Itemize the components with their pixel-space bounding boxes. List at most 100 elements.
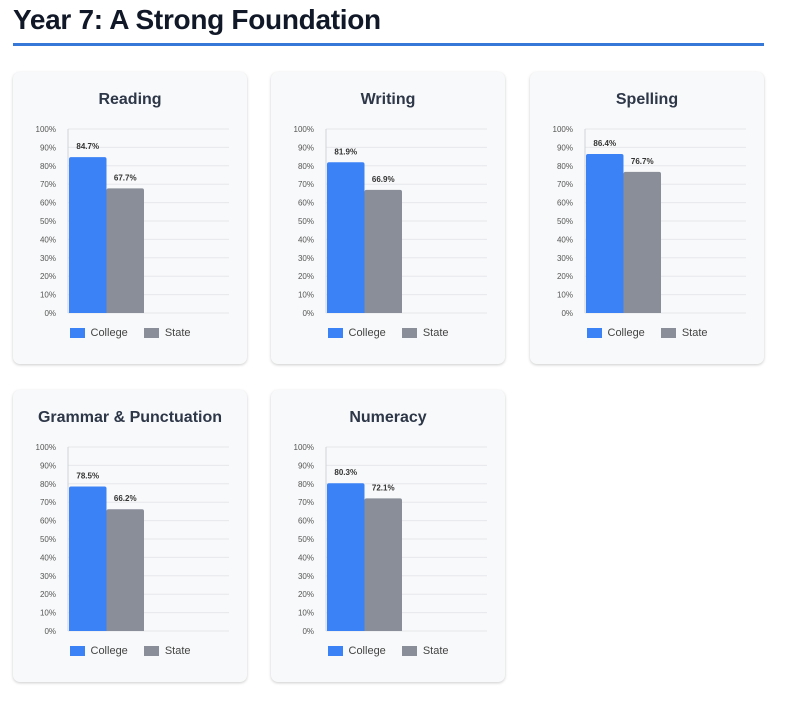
- legend-item-state[interactable]: State: [401, 327, 449, 339]
- college-swatch: [69, 328, 85, 338]
- data-label: 66.9%: [372, 175, 395, 184]
- legend-label: College: [348, 645, 386, 657]
- y-tick-label: 70%: [40, 180, 56, 189]
- data-label: 78.5%: [76, 472, 99, 481]
- y-tick-label: 40%: [557, 235, 573, 244]
- y-tick-label: 30%: [557, 254, 573, 263]
- y-tick-label: 80%: [298, 162, 314, 171]
- y-tick-label: 100%: [294, 125, 314, 134]
- legend-item-state[interactable]: State: [143, 327, 191, 339]
- y-tick-label: 0%: [561, 309, 573, 318]
- y-tick-label: 20%: [40, 272, 56, 281]
- y-tick-label: 40%: [298, 553, 314, 562]
- legend-item-college[interactable]: College: [327, 327, 386, 339]
- chart-card-spelling: Spelling 0% 10% 20% 30% 40% 50% 60% 70% 80% 90% 10…: [530, 72, 764, 364]
- bar-college: [69, 157, 107, 313]
- chart-title: Reading: [98, 91, 162, 108]
- y-tick-label: 30%: [40, 254, 56, 263]
- y-tick-label: 10%: [298, 291, 314, 300]
- bar-college: [69, 486, 107, 631]
- legend-label: State: [422, 645, 449, 657]
- legend-label: College: [348, 327, 386, 339]
- y-tick-label: 0%: [44, 627, 56, 636]
- y-tick-label: 70%: [40, 498, 56, 507]
- state-swatch: [401, 646, 417, 656]
- data-label: 76.7%: [631, 157, 654, 166]
- y-tick-label: 60%: [557, 199, 573, 208]
- legend-item-college[interactable]: College: [69, 327, 128, 339]
- y-tick-label: 50%: [298, 535, 314, 544]
- state-swatch: [143, 328, 159, 338]
- legend-item-state[interactable]: State: [401, 645, 449, 657]
- legend-item-college[interactable]: College: [586, 327, 645, 339]
- chart-writing: 0% 10% 20% 30% 40% 50% 60% 70% 80% 90% 100% 81.9% 66…: [294, 125, 487, 318]
- chart-title: Spelling: [615, 91, 679, 108]
- chart-legend: College State: [530, 327, 764, 339]
- data-label: 84.7%: [76, 142, 99, 151]
- y-tick-label: 90%: [298, 143, 314, 152]
- legend-item-state[interactable]: State: [660, 327, 708, 339]
- y-tick-label: 80%: [298, 480, 314, 489]
- state-swatch: [660, 328, 676, 338]
- y-tick-label: 10%: [40, 291, 56, 300]
- legend-label: State: [681, 327, 708, 339]
- college-swatch: [586, 328, 602, 338]
- bar-state: [623, 171, 661, 313]
- chart-spelling: 0% 10% 20% 30% 40% 50% 60% 70% 80% 90% 100% 86.4% 76…: [553, 125, 746, 318]
- y-tick-label: 10%: [298, 609, 314, 618]
- legend-item-state[interactable]: State: [143, 645, 191, 657]
- y-tick-label: 40%: [40, 553, 56, 562]
- chart-card-reading: Reading 0% 10% 20% 30% 40% 50% 60% 70% 80% 90% 100…: [13, 72, 247, 364]
- y-tick-label: 20%: [298, 272, 314, 281]
- y-tick-label: 0%: [302, 309, 314, 318]
- legend-label: State: [164, 327, 191, 339]
- data-label: 80.3%: [334, 468, 357, 477]
- bar-state: [106, 188, 144, 313]
- y-tick-label: 70%: [298, 180, 314, 189]
- data-label: 86.4%: [593, 139, 616, 148]
- y-tick-label: 0%: [44, 309, 56, 318]
- chart-numeracy: 0% 10% 20% 30% 40% 50% 60% 70% 80% 90% 100% 80.3% 72…: [294, 443, 487, 636]
- chart-grammar-punctuation: 0% 10% 20% 30% 40% 50% 60% 70% 80% 90% 100% 78.5% 66…: [36, 443, 229, 636]
- y-tick-label: 40%: [40, 235, 56, 244]
- legend-label: State: [164, 645, 191, 657]
- legend-label: State: [422, 327, 449, 339]
- bar-state: [106, 509, 144, 631]
- y-tick-label: 20%: [557, 272, 573, 281]
- y-tick-label: 20%: [298, 590, 314, 599]
- y-tick-label: 30%: [40, 572, 56, 581]
- chart-legend: College State: [271, 327, 505, 339]
- title-underline: [13, 43, 764, 46]
- legend-label: College: [607, 327, 645, 339]
- y-tick-label: 80%: [557, 162, 573, 171]
- legend-item-college[interactable]: College: [69, 645, 128, 657]
- legend-item-college[interactable]: College: [327, 645, 386, 657]
- bar-state: [364, 498, 402, 631]
- state-swatch: [143, 646, 159, 656]
- y-tick-label: 50%: [40, 217, 56, 226]
- y-tick-label: 50%: [557, 217, 573, 226]
- y-tick-label: 30%: [298, 254, 314, 263]
- data-label: 72.1%: [372, 483, 395, 492]
- y-tick-label: 60%: [40, 517, 56, 526]
- y-tick-label: 30%: [298, 572, 314, 581]
- y-tick-label: 50%: [40, 535, 56, 544]
- y-tick-label: 70%: [298, 498, 314, 507]
- y-tick-label: 40%: [298, 235, 314, 244]
- chart-title: Grammar & Punctuation: [37, 409, 223, 426]
- y-tick-label: 10%: [557, 291, 573, 300]
- data-label: 67.7%: [114, 173, 137, 182]
- y-tick-label: 90%: [557, 143, 573, 152]
- bar-college: [327, 483, 365, 631]
- y-tick-label: 10%: [40, 609, 56, 618]
- chart-card-writing: Writing 0% 10% 20% 30% 40% 50% 60% 70% 80% 90% 100…: [271, 72, 505, 364]
- y-tick-label: 60%: [40, 199, 56, 208]
- data-label: 66.2%: [114, 494, 137, 503]
- bar-state: [364, 189, 402, 313]
- y-tick-label: 80%: [40, 480, 56, 489]
- chart-title: Writing: [360, 91, 416, 108]
- legend-label: College: [90, 645, 128, 657]
- chart-reading: 0% 10% 20% 30% 40% 50% 60% 70% 80% 90% 100% 84.7% 67…: [36, 125, 229, 318]
- page-title: Year 7: A Strong Foundation: [13, 4, 381, 35]
- y-tick-label: 100%: [36, 125, 56, 134]
